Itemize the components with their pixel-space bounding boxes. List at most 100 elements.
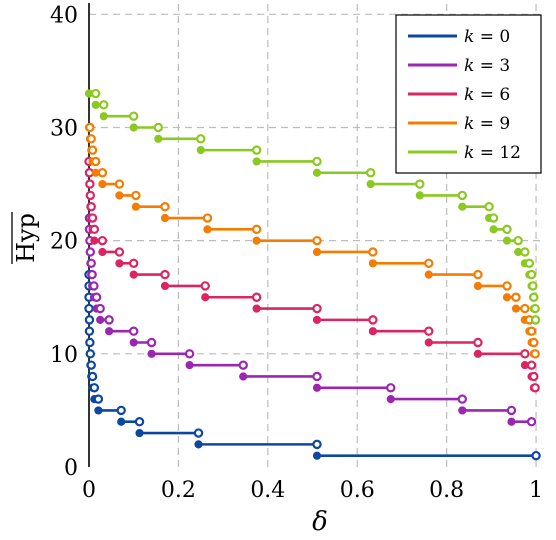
- step-end-point: [104, 315, 114, 325]
- legend-label: k = 0: [464, 27, 510, 47]
- step-end-point: [251, 292, 262, 302]
- step-end-point: [85, 349, 96, 359]
- step-end-point: [529, 371, 539, 382]
- step-start-point: [502, 236, 512, 245]
- step-end-point: [368, 247, 378, 257]
- step-end-point: [146, 337, 157, 348]
- step-end-point: [312, 371, 322, 382]
- step-end-point: [85, 247, 96, 257]
- step-end-point: [386, 383, 396, 393]
- step-end-point: [424, 326, 434, 336]
- step-start-point: [91, 100, 100, 109]
- step-start-point: [312, 247, 322, 257]
- step-end-point: [529, 337, 539, 348]
- step-end-point: [91, 156, 101, 167]
- step-end-point: [200, 281, 210, 291]
- step-start-point: [458, 406, 467, 415]
- step-end-point: [85, 190, 96, 201]
- step-end-point: [114, 247, 125, 257]
- step-end-point: [528, 281, 538, 291]
- step-end-point: [86, 202, 96, 212]
- step-start-point: [117, 417, 126, 426]
- step-start-point: [105, 327, 114, 336]
- step-start-point: [312, 383, 322, 392]
- step-end-point: [251, 145, 262, 155]
- x-tick-label: 0.4: [250, 478, 285, 503]
- step-end-point: [530, 303, 540, 314]
- step-end-point: [184, 349, 195, 359]
- step-end-point: [312, 235, 322, 246]
- step-end-point: [87, 371, 98, 382]
- x-tick-label: 1: [529, 478, 543, 503]
- step-start-point: [473, 349, 483, 358]
- legend-label: k = 12: [464, 143, 521, 163]
- step-start-point: [312, 315, 322, 324]
- step-end-point: [84, 326, 95, 336]
- x-tick-label: 0.2: [161, 478, 196, 503]
- y-tick-label: 40: [50, 3, 78, 28]
- step-end-point: [457, 394, 467, 404]
- step-start-point: [131, 202, 141, 211]
- step-end-point: [87, 269, 97, 280]
- step-end-point: [89, 224, 100, 235]
- y-tick-label: 30: [50, 116, 78, 141]
- series-3: [84, 122, 540, 359]
- step-start-point: [312, 168, 322, 177]
- step-end-point: [99, 100, 109, 110]
- series-4: [84, 88, 541, 325]
- y-tick-label: 20: [50, 230, 78, 255]
- step-start-point: [90, 236, 99, 245]
- step-start-point: [507, 417, 516, 426]
- legend: k = 0 k = 3 k = 6 k = 9 k = 12: [395, 14, 542, 174]
- step-end-point: [86, 360, 96, 370]
- y-axis-label-group: Hyp: [11, 212, 40, 264]
- step-end-point: [97, 235, 108, 246]
- step-end-point: [531, 450, 541, 461]
- step-start-point: [194, 440, 203, 449]
- step-end-point: [312, 439, 322, 450]
- x-tick-label: 0.8: [429, 478, 464, 503]
- step-start-point: [201, 293, 210, 302]
- step-end-point: [502, 224, 512, 235]
- step-start-point: [196, 146, 205, 155]
- step-start-point: [239, 372, 248, 381]
- step-start-point: [129, 270, 138, 279]
- step-end-point: [153, 122, 163, 133]
- step-start-point: [96, 315, 105, 324]
- step-end-point: [193, 428, 204, 438]
- step-end-point: [97, 168, 108, 178]
- step-start-point: [129, 338, 138, 347]
- step-end-point: [238, 360, 248, 370]
- step-start-point: [473, 281, 483, 291]
- step-end-point: [95, 303, 105, 314]
- step-end-point: [524, 258, 535, 268]
- legend-label: k = 3: [464, 56, 510, 76]
- step-end-point: [511, 292, 521, 302]
- step-end-point: [85, 122, 95, 133]
- step-end-point: [415, 179, 425, 189]
- step-end-point: [513, 235, 523, 246]
- step-end-point: [526, 417, 537, 427]
- step-end-point: [520, 247, 530, 257]
- step-end-point: [202, 213, 213, 223]
- step-end-point: [368, 315, 378, 325]
- step-end-point: [520, 303, 530, 314]
- step-start-point: [98, 247, 107, 257]
- step-end-point: [529, 292, 539, 302]
- x-tick-label: 0.6: [340, 478, 375, 503]
- step-start-point: [368, 327, 377, 336]
- step-end-point: [85, 179, 95, 189]
- step-end-point: [530, 315, 541, 325]
- series-2: [84, 156, 540, 393]
- step-start-point: [115, 191, 124, 200]
- step-end-point: [526, 269, 537, 280]
- step-end-point: [530, 383, 540, 393]
- step-start-point: [160, 281, 170, 291]
- step-end-point: [251, 224, 262, 235]
- legend-label: k = 9: [464, 114, 510, 134]
- series-layer: [84, 88, 541, 461]
- step-end-point: [526, 360, 537, 370]
- step-end-point: [312, 156, 322, 167]
- step-start-point: [203, 225, 212, 234]
- step-end-point: [488, 213, 499, 223]
